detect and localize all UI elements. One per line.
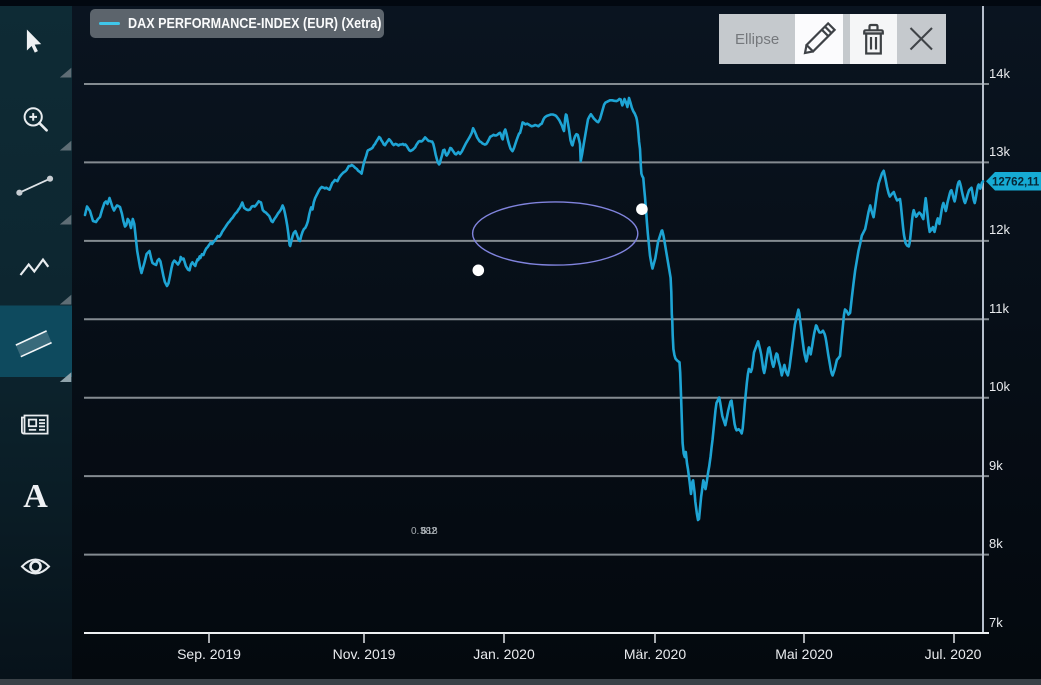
svg-text:A: A bbox=[23, 478, 48, 515]
svg-text:12762,11: 12762,11 bbox=[992, 176, 1040, 188]
